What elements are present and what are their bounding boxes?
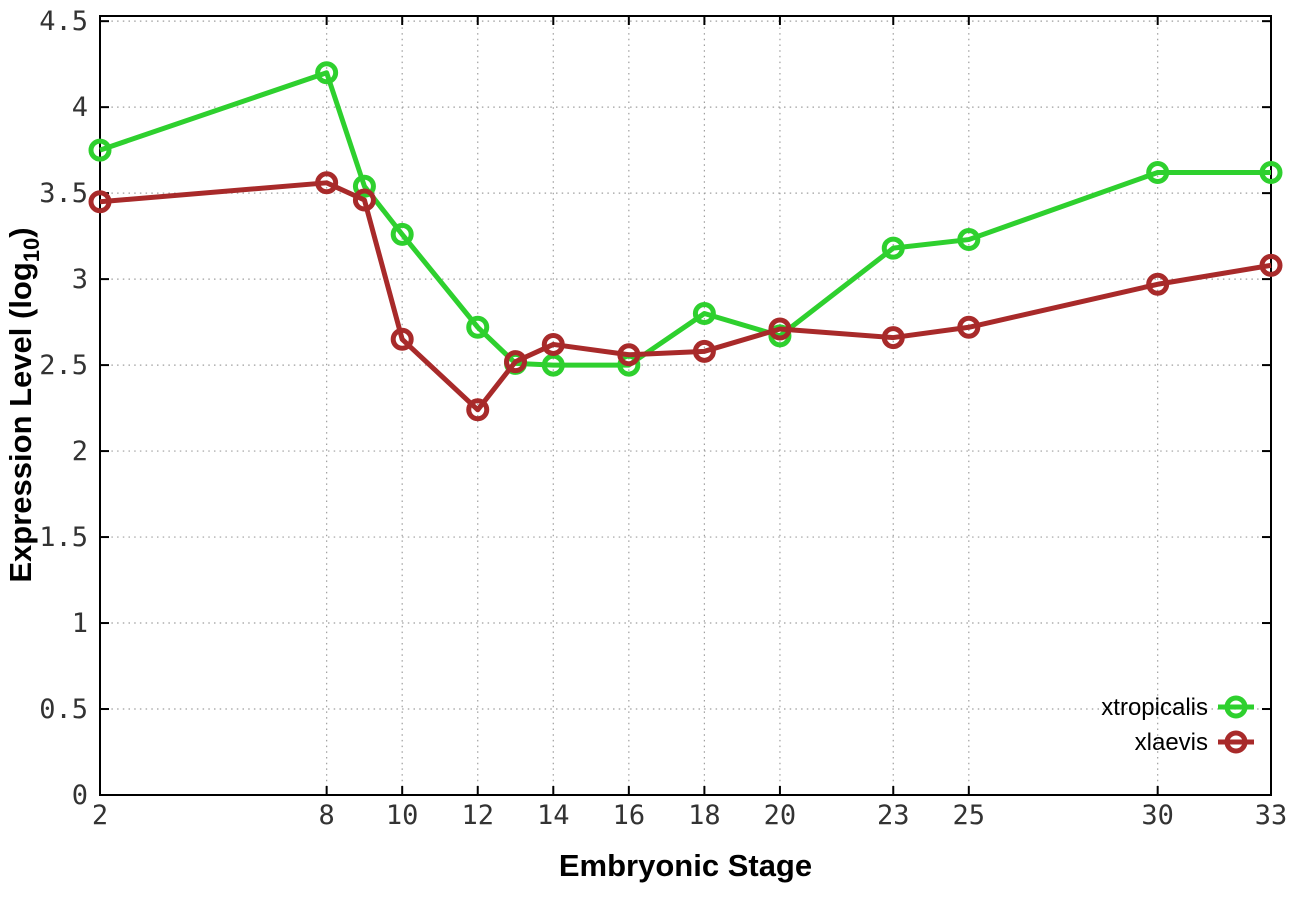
y-tick-label: 1 [72,608,88,639]
series-line-xlaevis [99,180,1272,413]
data-point-xlaevis [768,317,792,341]
grid-layer [99,16,1272,796]
data-point-xlaevis [504,350,528,374]
y-tick-label: 2.5 [39,350,88,381]
y-axis-title-subscript: 10 [19,238,44,262]
x-tick-label: 18 [688,800,721,831]
legend-entry-xlaevis: xlaevis [1135,729,1254,756]
data-point-xtropicalis [881,236,905,260]
data-point-xtropicalis [390,222,414,246]
y-tick-label: 1.5 [39,522,88,553]
data-point-xlaevis [466,398,490,422]
y-axis-title-text: Expression Level (log [3,262,38,582]
legend-label: xtropicalis [1101,694,1208,721]
data-point-xtropicalis [315,61,339,85]
legend: xtropicalis xlaevis [1101,694,1254,756]
data-point-xlaevis [1259,253,1283,277]
series-layer [88,61,1283,422]
plot-border [99,15,1272,796]
data-point-xlaevis [88,190,112,214]
data-point-xlaevis [390,327,414,351]
x-tick-label: 16 [613,800,646,831]
legend-entry-xtropicalis: xtropicalis [1101,694,1254,721]
data-point-xlaevis [692,339,716,363]
y-tick-label: 0 [72,780,88,811]
x-tick-label: 12 [461,800,494,831]
y-tick-label: 2 [72,436,88,467]
axes-layer: 2 8 10 12 14 16 18 20 23 25 30 33 0 0.5 1 1.5 2 2.5 3 3.5 4 4… [39,6,1287,831]
x-tick-label: 30 [1141,800,1174,831]
legend-sample-marker [1224,695,1248,719]
series-line-xtropicalis [99,70,1271,368]
x-axis-title: Embryonic Stage [559,848,812,883]
y-axis-title-suffix: ) [3,227,38,237]
data-point-xtropicalis [541,353,565,377]
x-tick-label: 25 [953,800,986,831]
data-point-xtropicalis [957,228,981,252]
y-tick-label: 0.5 [39,694,88,725]
legend-label: xlaevis [1135,729,1208,756]
data-point-xtropicalis [1259,160,1283,184]
data-point-xlaevis [1146,272,1170,296]
data-point-xlaevis [315,171,339,195]
x-tick-label: 33 [1255,800,1288,831]
x-tick-label: 2 [92,800,108,831]
x-tick-label: 8 [319,800,335,831]
x-tick-label: 14 [537,800,570,831]
data-point-xtropicalis [88,138,112,162]
y-tick-label: 4 [72,92,88,123]
y-tick-label: 4.5 [39,6,88,37]
y-tick-label: 3 [72,264,88,295]
x-tick-label: 23 [877,800,910,831]
data-point-xlaevis [541,332,565,356]
y-axis-title: Expression Level (log10) [3,227,44,582]
x-tick-label: 20 [764,800,797,831]
legend-sample-marker [1224,730,1248,754]
y-tick-label: 3.5 [39,178,88,209]
data-point-xtropicalis [352,174,376,198]
data-point-xlaevis [957,315,981,339]
data-point-xlaevis [881,326,905,350]
data-point-xlaevis [352,188,376,212]
data-point-xtropicalis [466,315,490,339]
data-point-xtropicalis [692,301,716,325]
data-point-xtropicalis [1146,160,1170,184]
data-point-xlaevis [617,343,641,367]
x-tick-label: 10 [386,800,419,831]
